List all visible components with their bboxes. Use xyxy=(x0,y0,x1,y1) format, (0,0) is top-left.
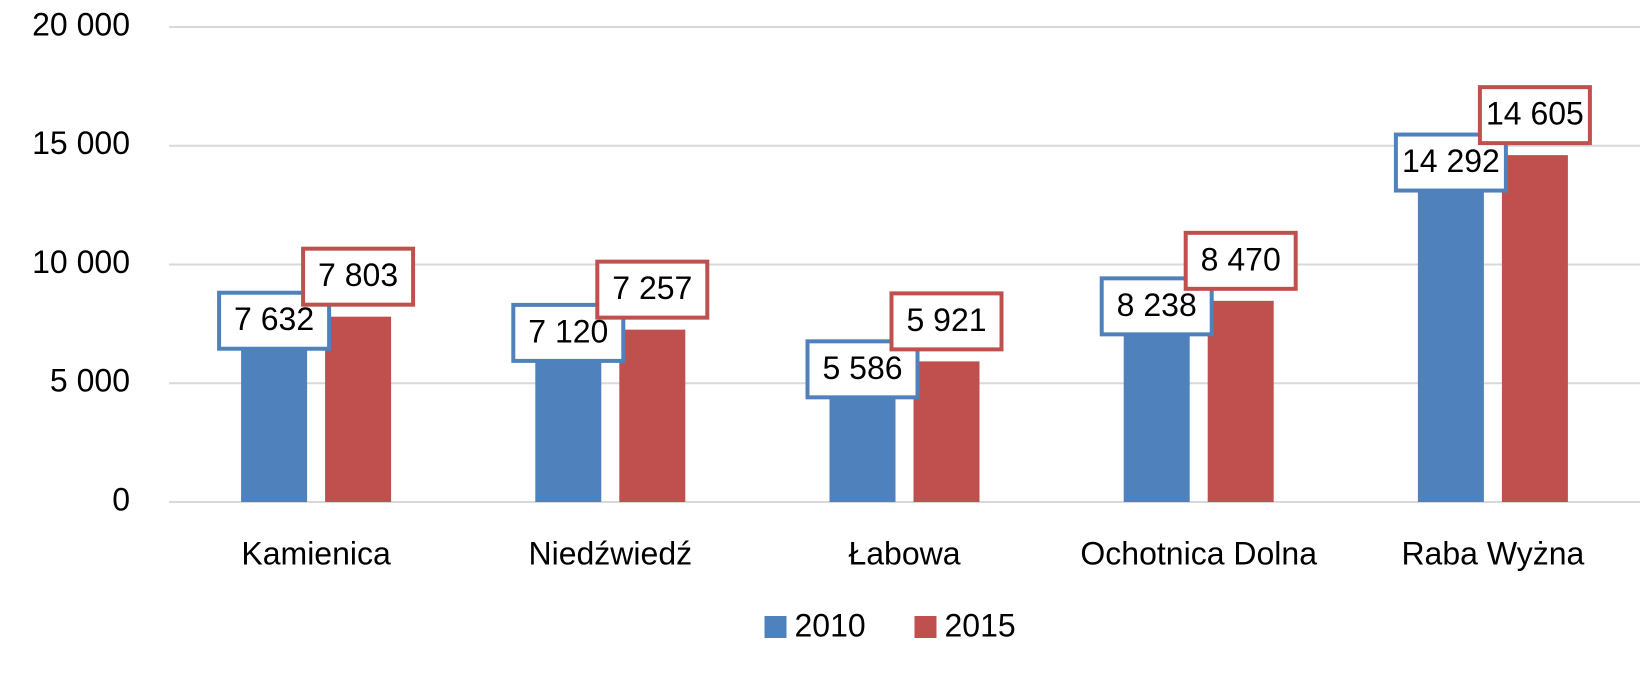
data-label: 14 292 xyxy=(1402,143,1500,179)
y-tick-label: 0 xyxy=(112,481,130,517)
data-label: 14 605 xyxy=(1486,96,1584,132)
data-label-box xyxy=(1183,230,1298,291)
data-label-box xyxy=(301,246,416,307)
bar xyxy=(913,361,980,502)
bar xyxy=(619,329,686,502)
bar xyxy=(1417,162,1484,502)
y-tick-label: 5 000 xyxy=(50,363,130,399)
legend-swatch xyxy=(764,616,787,638)
y-tick-label: 20 000 xyxy=(32,6,130,42)
bar xyxy=(1501,155,1568,502)
data-label: 8 238 xyxy=(1117,287,1197,323)
data-label-box xyxy=(1393,132,1508,193)
y-tick-label: 15 000 xyxy=(32,125,130,161)
data-label: 8 470 xyxy=(1201,241,1281,277)
data-label-box xyxy=(595,259,710,320)
data-label-box xyxy=(889,291,1004,352)
legend-swatch xyxy=(914,616,937,638)
data-label: 7 120 xyxy=(528,313,608,349)
data-label: 7 632 xyxy=(234,301,314,337)
legend-label: 2015 xyxy=(945,607,1016,643)
data-label: 5 921 xyxy=(906,302,986,338)
x-tick-label: Łabowa xyxy=(848,535,960,571)
data-label: 7 803 xyxy=(318,257,398,293)
bar xyxy=(241,320,308,502)
data-label-box xyxy=(1477,85,1592,146)
x-tick-label: Niedźwiedź xyxy=(528,535,692,571)
x-tick-label: Kamienica xyxy=(241,535,391,571)
x-tick-label: Ochotnica Dolna xyxy=(1080,535,1317,571)
x-tick-label: Raba Wyżna xyxy=(1401,535,1584,571)
bar xyxy=(325,316,392,502)
data-label: 5 586 xyxy=(822,350,902,386)
legend-label: 2010 xyxy=(795,607,866,643)
data-label: 7 257 xyxy=(612,270,692,306)
bar xyxy=(1207,300,1274,502)
bar xyxy=(1123,306,1190,502)
y-tick-label: 10 000 xyxy=(32,244,130,280)
